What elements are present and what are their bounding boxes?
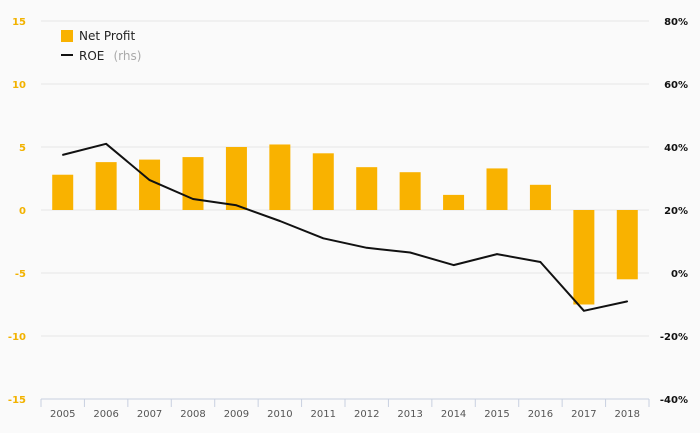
bar-2005	[52, 174, 74, 210]
y-axis-left: -15 -10 -5 0 5 10 15	[8, 17, 26, 406]
roe-point-2006	[105, 143, 107, 145]
y-right-tick-label: 40%	[664, 143, 688, 154]
bar-2015	[486, 168, 508, 210]
roe-point-2008	[192, 198, 194, 200]
y-left-tick-label: -5	[15, 269, 26, 280]
x-tick-label: 2017	[571, 409, 596, 420]
bar-2010	[269, 144, 291, 210]
x-tick-label: 2010	[267, 409, 292, 420]
y-left-tick-label: -10	[8, 332, 26, 343]
roe-point-2014	[452, 264, 455, 266]
x-axis: 2005 2006 2007 2008 2009 2010 2011 2012 2013 2014…	[40, 398, 650, 420]
y-left-tick-label: 10	[12, 80, 26, 91]
y-left-tick-label: 0	[19, 206, 26, 217]
bar-2012	[356, 167, 378, 210]
x-tick-label: 2016	[528, 409, 553, 420]
bar-2013	[399, 172, 421, 210]
roe-point-2005	[61, 154, 64, 156]
roe-point-2015	[496, 253, 498, 255]
roe-point-2016	[539, 261, 542, 263]
bar-2016	[529, 184, 551, 210]
x-tick-label: 2012	[354, 409, 379, 420]
legend-label-roe-suffix: (rhs)	[113, 49, 141, 63]
legend: Net Profit ROE (rhs)	[61, 29, 141, 64]
bar-2011	[312, 153, 334, 210]
legend-label-net-profit: Net Profit	[79, 29, 135, 43]
x-tick-label: 2018	[615, 409, 640, 420]
x-tick-label: 2006	[93, 409, 118, 420]
x-tick-label: 2007	[137, 409, 162, 420]
roe-point-2013	[409, 251, 411, 254]
y-right-tick-label: 0%	[671, 269, 688, 280]
y-right-tick-label: -40%	[660, 395, 688, 406]
bar-series-net-profit	[52, 144, 638, 305]
y-axis-right: -40% -20% 0% 20% 40% 60% 80%	[660, 17, 688, 406]
roe-point-2012	[365, 247, 368, 249]
x-tick-label: 2014	[441, 409, 466, 420]
y-left-tick-label: -15	[8, 395, 26, 406]
bar-2008	[182, 157, 204, 210]
legend-label-roe: ROE	[79, 49, 104, 63]
y-right-tick-label: 60%	[664, 80, 688, 91]
line-series-roe	[61, 142, 629, 312]
roe-point-2017	[583, 310, 585, 312]
legend-label-roe-group: ROE (rhs)	[79, 45, 141, 64]
y-left-tick-label: 5	[19, 143, 26, 154]
bar-2007	[139, 159, 161, 210]
x-tick-label: 2008	[180, 409, 205, 420]
roe-line	[62, 142, 628, 312]
y-right-tick-label: 20%	[664, 206, 688, 217]
y-right-tick-label: 80%	[664, 17, 688, 28]
roe-point-2009	[235, 204, 238, 207]
legend-swatch-net-profit	[61, 30, 73, 42]
y-right-tick-label: -20%	[660, 332, 688, 343]
x-tick-label: 2009	[224, 409, 249, 420]
bar-2017	[573, 210, 595, 305]
bar-2014	[443, 194, 465, 210]
roe-point-2010	[279, 220, 281, 222]
roe-point-2007	[148, 179, 151, 181]
gridlines	[41, 20, 649, 337]
bar-2006	[95, 162, 117, 210]
roe-point-2011	[322, 237, 325, 240]
y-left-tick-label: 15	[12, 17, 26, 28]
x-tick-label: 2013	[397, 409, 422, 420]
bar-2018	[616, 210, 638, 280]
roe-point-2018	[626, 300, 629, 303]
x-tick-label: 2015	[484, 409, 509, 420]
x-tick-label: 2005	[50, 409, 75, 420]
bar-2009	[225, 147, 247, 210]
x-tick-label: 2011	[311, 409, 336, 420]
